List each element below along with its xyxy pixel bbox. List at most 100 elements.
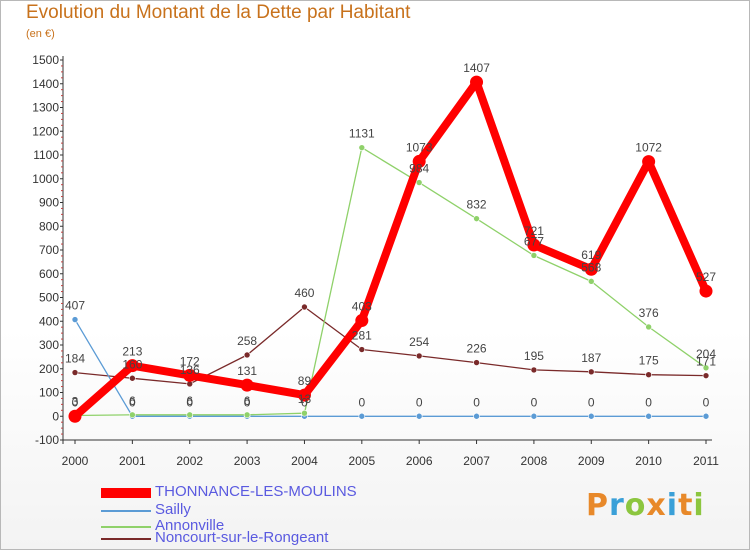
data-label: 527 bbox=[696, 270, 716, 284]
x-tick-label: 2007 bbox=[463, 454, 490, 468]
y-tick-label: 1200 bbox=[32, 124, 59, 138]
data-label: 376 bbox=[639, 306, 659, 320]
data-point bbox=[358, 412, 366, 420]
data-label: 195 bbox=[524, 349, 544, 363]
data-label: 1131 bbox=[349, 127, 375, 141]
data-point bbox=[470, 75, 484, 89]
data-label: 403 bbox=[352, 300, 372, 314]
y-tick-label: 500 bbox=[39, 291, 59, 305]
data-point bbox=[71, 316, 79, 323]
data-label: 0 bbox=[129, 395, 136, 409]
data-point bbox=[584, 262, 598, 276]
x-tick-label: 2002 bbox=[176, 454, 203, 468]
data-label: 0 bbox=[416, 395, 423, 409]
y-tick-label: 600 bbox=[39, 267, 59, 281]
data-label: 721 bbox=[524, 224, 544, 238]
y-tick-label: 900 bbox=[39, 196, 59, 210]
x-tick-label: 2008 bbox=[521, 454, 548, 468]
data-label: 131 bbox=[237, 364, 257, 378]
data-point bbox=[645, 371, 652, 378]
legend-swatch bbox=[101, 538, 151, 540]
data-label: 1407 bbox=[463, 61, 490, 75]
data-point bbox=[129, 374, 136, 382]
data-point bbox=[473, 215, 480, 222]
data-point bbox=[243, 351, 251, 359]
x-tick-label: 2003 bbox=[234, 454, 261, 468]
data-point bbox=[297, 388, 311, 402]
data-label: 407 bbox=[65, 299, 85, 313]
data-label: 172 bbox=[180, 354, 200, 368]
data-point bbox=[527, 238, 541, 252]
data-label: 568 bbox=[581, 260, 601, 274]
y-tick-label: 1100 bbox=[33, 148, 59, 162]
y-tick-label: 1500 bbox=[32, 53, 59, 67]
data-point bbox=[530, 366, 538, 374]
data-point bbox=[699, 284, 713, 298]
legend-swatch bbox=[101, 526, 151, 528]
data-point bbox=[473, 359, 480, 366]
data-label: 619 bbox=[581, 248, 601, 262]
data-point bbox=[645, 323, 652, 331]
data-point bbox=[645, 412, 652, 420]
data-label: 0 bbox=[531, 395, 538, 409]
data-label: 213 bbox=[122, 345, 142, 359]
data-label: 254 bbox=[409, 335, 429, 349]
data-point bbox=[355, 314, 369, 328]
data-point bbox=[301, 303, 308, 311]
x-tick-label: 2001 bbox=[119, 454, 146, 468]
y-tick-label: 100 bbox=[39, 386, 59, 400]
x-tick-label: 2011 bbox=[693, 454, 719, 468]
x-tick-label: 2005 bbox=[348, 454, 375, 468]
y-tick-label: 200 bbox=[39, 362, 59, 376]
data-label: 160 bbox=[122, 357, 142, 371]
data-label: 0 bbox=[588, 395, 595, 409]
data-point bbox=[702, 364, 710, 372]
data-point bbox=[587, 412, 595, 420]
data-point bbox=[68, 409, 82, 423]
data-label: 175 bbox=[639, 354, 659, 368]
legend-swatch bbox=[101, 510, 151, 512]
data-point bbox=[415, 352, 423, 360]
series-line-noncourt-sur-le-rongeant bbox=[74, 306, 707, 385]
data-label: 0 bbox=[72, 395, 79, 409]
data-label: 0 bbox=[358, 395, 365, 409]
data-point bbox=[301, 409, 308, 417]
data-label: 0 bbox=[301, 395, 308, 409]
data-label: 677 bbox=[524, 234, 544, 248]
data-point bbox=[186, 411, 194, 419]
data-point bbox=[587, 278, 595, 285]
data-label: 0 bbox=[186, 395, 193, 409]
data-label: 6 bbox=[244, 394, 251, 408]
data-label: 460 bbox=[294, 286, 314, 300]
data-label: 984 bbox=[409, 162, 429, 176]
proxiti-logo: Proxiti bbox=[586, 488, 705, 523]
y-tick-label: 1000 bbox=[32, 172, 59, 186]
data-point bbox=[702, 412, 710, 420]
y-tick-label: 800 bbox=[39, 219, 59, 233]
data-point bbox=[702, 372, 710, 379]
data-label: 6 bbox=[186, 394, 193, 408]
data-label: 0 bbox=[473, 395, 480, 409]
y-tick-label: 300 bbox=[39, 338, 59, 352]
data-label: 13 bbox=[298, 392, 312, 406]
y-tick-label: 700 bbox=[39, 243, 59, 257]
data-label: 3 bbox=[72, 395, 79, 409]
y-tick-label: 400 bbox=[39, 314, 59, 328]
data-point bbox=[125, 359, 139, 373]
x-tick-label: 2009 bbox=[578, 454, 605, 468]
data-label: 281 bbox=[352, 329, 372, 343]
y-tick-label: 1400 bbox=[32, 77, 59, 91]
data-label: 136 bbox=[180, 363, 200, 377]
data-label: 0 bbox=[645, 395, 652, 409]
data-label: 89 bbox=[298, 374, 312, 388]
data-label: 832 bbox=[467, 198, 487, 212]
data-point bbox=[587, 368, 595, 376]
data-point bbox=[412, 154, 426, 168]
data-point bbox=[530, 252, 538, 259]
x-tick-label: 2006 bbox=[406, 454, 433, 468]
data-point bbox=[358, 346, 366, 353]
data-label: 0 bbox=[703, 395, 710, 409]
data-label: 226 bbox=[467, 342, 487, 356]
data-label: 0 bbox=[244, 395, 251, 409]
